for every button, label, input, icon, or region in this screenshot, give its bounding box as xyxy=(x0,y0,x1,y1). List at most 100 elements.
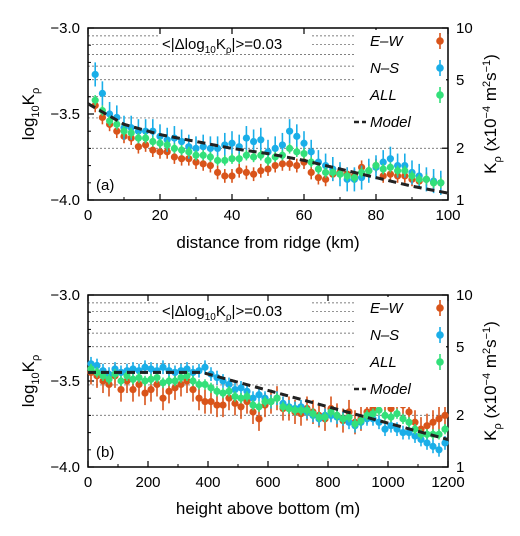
data-point xyxy=(293,132,301,140)
data-point xyxy=(195,380,203,389)
legend-marker xyxy=(436,37,444,45)
data-point xyxy=(134,134,142,142)
data-point xyxy=(106,117,114,125)
data-point xyxy=(250,137,258,146)
legend-marker xyxy=(436,91,444,99)
data-point xyxy=(120,127,128,135)
x-tick-label: 100 xyxy=(435,207,460,224)
data-point xyxy=(231,392,239,401)
data-point xyxy=(307,168,315,177)
data-point xyxy=(303,406,311,414)
data-point xyxy=(257,167,265,175)
data-point xyxy=(271,162,279,170)
data-point xyxy=(156,148,164,156)
data-point xyxy=(153,380,161,389)
data-point xyxy=(411,432,419,440)
data-point xyxy=(178,137,186,146)
panel-b: 0 200 400 600 800 1000 1200 −4.0 −3.5 −3.0 1 2 5 10 <|… xyxy=(19,287,504,518)
data-point xyxy=(127,129,135,137)
panel-label: (b) xyxy=(96,444,114,461)
data-point xyxy=(93,368,101,376)
legend-marker xyxy=(436,331,444,339)
y2-tick-label: 5 xyxy=(456,339,464,356)
data-point xyxy=(386,155,394,163)
data-point xyxy=(117,377,125,385)
data-point xyxy=(411,418,419,426)
data-point xyxy=(278,160,286,168)
data-point xyxy=(159,363,167,371)
data-point xyxy=(399,429,407,437)
data-point xyxy=(123,372,131,380)
data-point xyxy=(423,439,431,447)
data-point xyxy=(271,144,279,152)
data-point xyxy=(147,365,155,373)
legend-bg xyxy=(356,30,446,140)
data-point xyxy=(286,144,294,152)
data-point xyxy=(206,153,214,161)
data-point xyxy=(394,167,402,175)
data-point xyxy=(350,174,358,182)
data-point xyxy=(153,373,161,382)
data-point xyxy=(405,418,413,426)
data-point xyxy=(171,377,179,385)
x-tick-label: 600 xyxy=(255,474,280,491)
legend-marker xyxy=(436,358,444,366)
data-point xyxy=(225,394,233,402)
data-point xyxy=(415,175,423,183)
data-point xyxy=(183,365,191,373)
data-point xyxy=(379,165,387,173)
legend-marker xyxy=(436,64,444,72)
data-point xyxy=(231,386,239,394)
data-point xyxy=(98,89,106,97)
data-point xyxy=(315,413,323,421)
data-point xyxy=(228,155,236,163)
data-point xyxy=(441,411,449,419)
data-point xyxy=(113,120,121,128)
y2-axis-title: Kρ (x10−4 m2s−1) xyxy=(481,54,504,174)
data-point xyxy=(286,160,294,168)
y2-tick-label: 10 xyxy=(456,20,473,37)
data-point xyxy=(213,401,221,409)
data-point xyxy=(321,413,329,421)
data-point xyxy=(159,379,167,387)
data-point xyxy=(437,179,445,187)
y-tick-label: −3.5 xyxy=(50,106,80,123)
data-point xyxy=(423,422,431,430)
model-line-overlay xyxy=(87,102,449,195)
x-axis-title: distance from ridge (km) xyxy=(176,233,359,252)
data-point xyxy=(300,149,308,158)
data-point xyxy=(207,398,215,406)
data-point xyxy=(327,408,335,416)
data-point xyxy=(242,151,250,159)
data-point xyxy=(99,372,107,380)
y2-tick-label: 2 xyxy=(456,140,464,157)
data-point xyxy=(255,391,263,399)
y2-tick-label: 1 xyxy=(456,459,464,476)
data-point xyxy=(441,439,449,447)
x-axis-title: height above bottom (m) xyxy=(176,499,360,518)
data-point xyxy=(192,158,200,166)
data-point xyxy=(314,174,322,182)
data-point xyxy=(201,380,209,389)
data-point xyxy=(235,167,243,175)
data-point xyxy=(142,141,150,149)
data-point xyxy=(399,415,407,423)
data-point xyxy=(278,141,286,149)
data-point xyxy=(249,408,257,416)
annotation-text: <|Δlog10Kρ|>=0.03 xyxy=(162,303,282,323)
data-point xyxy=(235,155,243,163)
data-point xyxy=(91,96,99,104)
data-point xyxy=(379,158,387,166)
data-point xyxy=(142,134,150,142)
data-point xyxy=(165,387,173,395)
data-point xyxy=(147,386,155,394)
data-point xyxy=(333,411,341,419)
data-point xyxy=(237,384,245,392)
annotation-text: <|Δlog10Kρ|>=0.03 xyxy=(162,36,282,56)
legend-label: E–W xyxy=(370,300,404,317)
data-point xyxy=(386,170,394,178)
y2-axis-title: Kρ (x10−4 m2s−1) xyxy=(481,321,504,441)
y-tick-label: −3.5 xyxy=(50,373,80,390)
legend-label: ALL xyxy=(369,87,397,104)
data-point xyxy=(297,406,305,414)
